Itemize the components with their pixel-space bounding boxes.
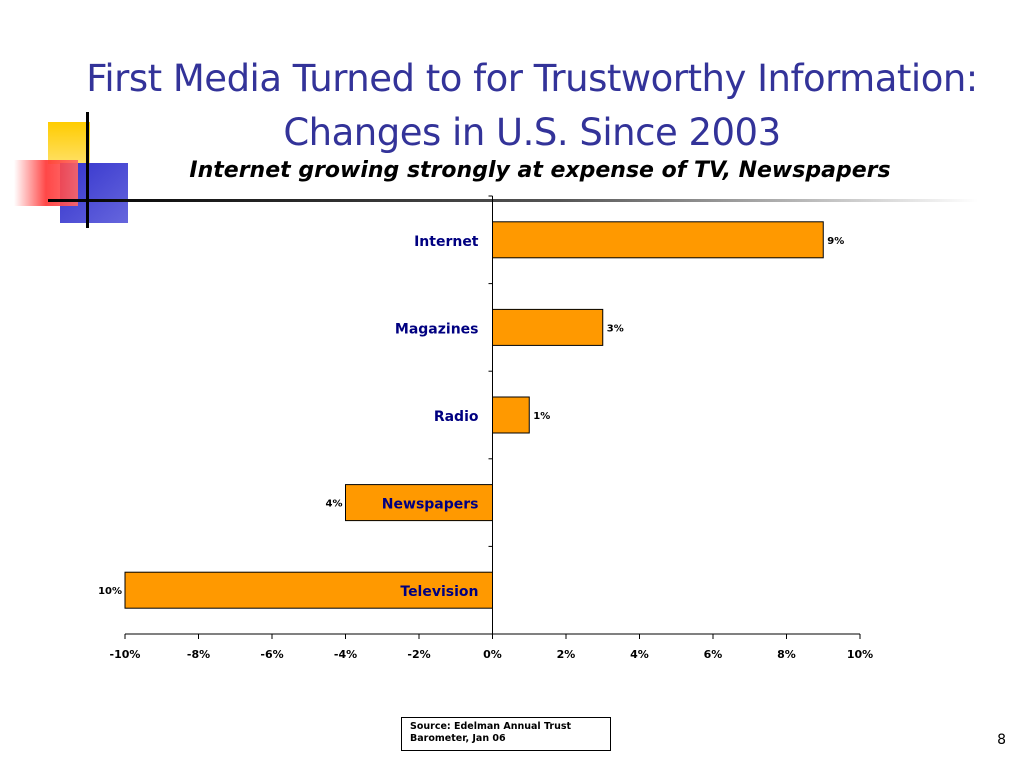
x-tick-label: 4% (630, 648, 649, 661)
category-label-television: Television (400, 584, 478, 600)
source-line-2: Barometer, Jan 06 (410, 733, 506, 744)
source-note: Source: Edelman Annual Trust Barometer, … (401, 717, 611, 751)
x-tick-label: -4% (334, 648, 357, 661)
data-label-magazines: 3% (607, 323, 624, 334)
x-tick-label: -2% (407, 648, 430, 661)
category-label-internet: Internet (414, 234, 479, 250)
slide-subtitle: Internet growing strongly at expense of … (189, 158, 891, 183)
x-tick-label: -10% (110, 648, 141, 661)
x-tick-label: 2% (557, 648, 576, 661)
bar-magazines (492, 308, 604, 346)
data-label-television: 10% (98, 586, 122, 597)
bar-internet (492, 221, 824, 259)
page-number: 8 (997, 732, 1006, 748)
x-tick-label: 0% (483, 648, 502, 661)
x-tick-label: 10% (847, 648, 873, 661)
slide-title: First Media Turned to for Trustworthy In… (40, 52, 1024, 160)
bar-television (124, 571, 493, 609)
x-tick-label: -6% (260, 648, 283, 661)
bar-radio (492, 396, 530, 434)
bar-newspapers (345, 484, 493, 522)
x-tick-label: 8% (777, 648, 796, 661)
category-label-newspapers: Newspapers (382, 497, 479, 513)
data-label-radio: 1% (533, 411, 550, 422)
category-label-radio: Radio (434, 409, 479, 425)
data-label-internet: 9% (827, 236, 844, 247)
category-label-magazines: Magazines (395, 321, 479, 337)
source-line-1: Source: Edelman Annual Trust (410, 721, 572, 732)
data-label-newspapers: 4% (326, 499, 343, 510)
x-tick-label: 6% (704, 648, 723, 661)
x-tick-label: -8% (187, 648, 210, 661)
title-line-1: First Media Turned to for Trustworthy In… (86, 57, 978, 100)
title-line-2: Changes in U.S. Since 2003 (283, 111, 781, 154)
